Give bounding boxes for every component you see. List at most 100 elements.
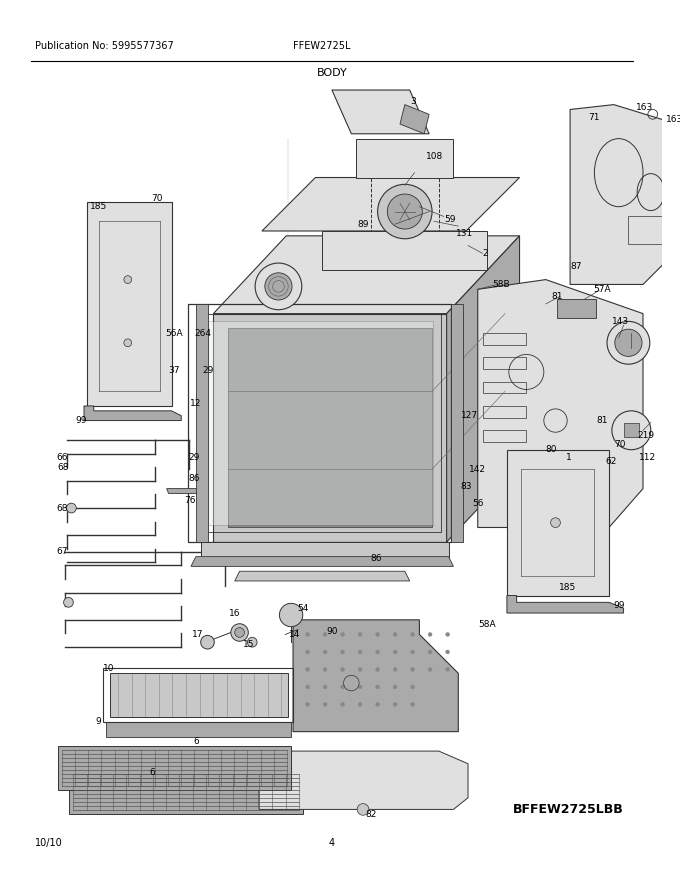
Text: 99: 99 xyxy=(613,601,624,610)
Text: 17: 17 xyxy=(192,630,203,639)
Text: 2: 2 xyxy=(483,249,488,258)
Text: 86: 86 xyxy=(188,474,200,483)
Text: 127: 127 xyxy=(462,411,479,420)
Bar xyxy=(483,382,526,393)
Circle shape xyxy=(612,411,651,450)
Text: 6: 6 xyxy=(149,768,155,777)
Polygon shape xyxy=(69,771,303,814)
Text: 70: 70 xyxy=(614,440,626,450)
Polygon shape xyxy=(196,304,209,542)
Text: 185: 185 xyxy=(558,583,576,592)
Polygon shape xyxy=(447,236,520,542)
Polygon shape xyxy=(262,178,520,231)
Bar xyxy=(483,357,526,369)
Text: 59: 59 xyxy=(444,215,456,224)
Text: 76: 76 xyxy=(184,495,196,505)
Text: 14: 14 xyxy=(289,630,301,639)
Text: 163: 163 xyxy=(636,103,653,112)
Polygon shape xyxy=(293,620,458,731)
Text: 9: 9 xyxy=(96,717,101,726)
Polygon shape xyxy=(191,557,454,567)
Circle shape xyxy=(67,503,76,513)
Circle shape xyxy=(323,633,327,636)
Text: 99: 99 xyxy=(75,416,87,425)
Text: 71: 71 xyxy=(589,113,600,121)
Polygon shape xyxy=(507,596,624,613)
Text: 1: 1 xyxy=(566,453,572,462)
Polygon shape xyxy=(214,236,520,313)
Text: 66: 66 xyxy=(56,453,67,462)
Circle shape xyxy=(375,650,379,654)
Bar xyxy=(483,406,526,418)
Circle shape xyxy=(358,650,362,654)
Polygon shape xyxy=(507,450,609,596)
Circle shape xyxy=(357,803,369,815)
Text: BODY: BODY xyxy=(317,68,347,77)
Text: 81: 81 xyxy=(551,291,563,301)
Text: 219: 219 xyxy=(637,430,654,440)
Text: Publication No: 5995577367: Publication No: 5995577367 xyxy=(35,41,174,51)
Circle shape xyxy=(393,650,397,654)
Circle shape xyxy=(358,702,362,707)
Circle shape xyxy=(323,685,327,689)
Circle shape xyxy=(411,633,415,636)
Text: 16: 16 xyxy=(229,609,241,618)
Text: 4: 4 xyxy=(329,839,335,848)
Polygon shape xyxy=(400,105,429,134)
Circle shape xyxy=(279,604,303,627)
Text: 87: 87 xyxy=(570,262,581,271)
Text: 29: 29 xyxy=(188,453,199,462)
Bar xyxy=(624,423,639,437)
Circle shape xyxy=(445,650,449,654)
Polygon shape xyxy=(356,139,454,178)
Text: 142: 142 xyxy=(469,465,486,473)
Circle shape xyxy=(341,702,345,707)
Circle shape xyxy=(375,668,379,671)
Text: 86: 86 xyxy=(370,554,381,563)
Text: 56A: 56A xyxy=(166,328,183,338)
Text: 70: 70 xyxy=(151,194,163,203)
Text: 6: 6 xyxy=(193,737,199,746)
Circle shape xyxy=(306,633,309,636)
Text: 68: 68 xyxy=(58,463,69,472)
Circle shape xyxy=(306,685,309,689)
Circle shape xyxy=(358,668,362,671)
Text: 108: 108 xyxy=(426,151,443,161)
Circle shape xyxy=(411,668,415,671)
Text: 112: 112 xyxy=(639,453,656,462)
Polygon shape xyxy=(570,105,677,284)
Circle shape xyxy=(358,685,362,689)
Text: 58A: 58A xyxy=(479,620,496,629)
Bar xyxy=(628,216,665,244)
Circle shape xyxy=(411,685,415,689)
Circle shape xyxy=(306,668,309,671)
Text: 12: 12 xyxy=(190,399,201,407)
Text: 10/10: 10/10 xyxy=(35,839,63,848)
Circle shape xyxy=(615,329,642,356)
Circle shape xyxy=(388,194,422,229)
Circle shape xyxy=(323,702,327,707)
Text: 163: 163 xyxy=(666,114,680,124)
Text: 62: 62 xyxy=(605,457,617,466)
Circle shape xyxy=(248,637,257,647)
Circle shape xyxy=(323,650,327,654)
Text: 15: 15 xyxy=(243,640,254,649)
Text: 29: 29 xyxy=(203,365,214,375)
Polygon shape xyxy=(451,304,463,542)
Circle shape xyxy=(323,668,327,671)
Text: 57A: 57A xyxy=(594,285,611,294)
Text: 54: 54 xyxy=(297,604,309,612)
Circle shape xyxy=(64,598,73,607)
Circle shape xyxy=(393,668,397,671)
Circle shape xyxy=(428,650,432,654)
Circle shape xyxy=(306,702,309,707)
Bar xyxy=(483,333,526,345)
Circle shape xyxy=(393,702,397,707)
Text: 83: 83 xyxy=(460,482,472,491)
Polygon shape xyxy=(205,321,433,524)
Text: 131: 131 xyxy=(456,230,473,238)
Circle shape xyxy=(341,668,345,671)
Text: 58B: 58B xyxy=(492,280,510,289)
Circle shape xyxy=(375,633,379,636)
Circle shape xyxy=(341,685,345,689)
